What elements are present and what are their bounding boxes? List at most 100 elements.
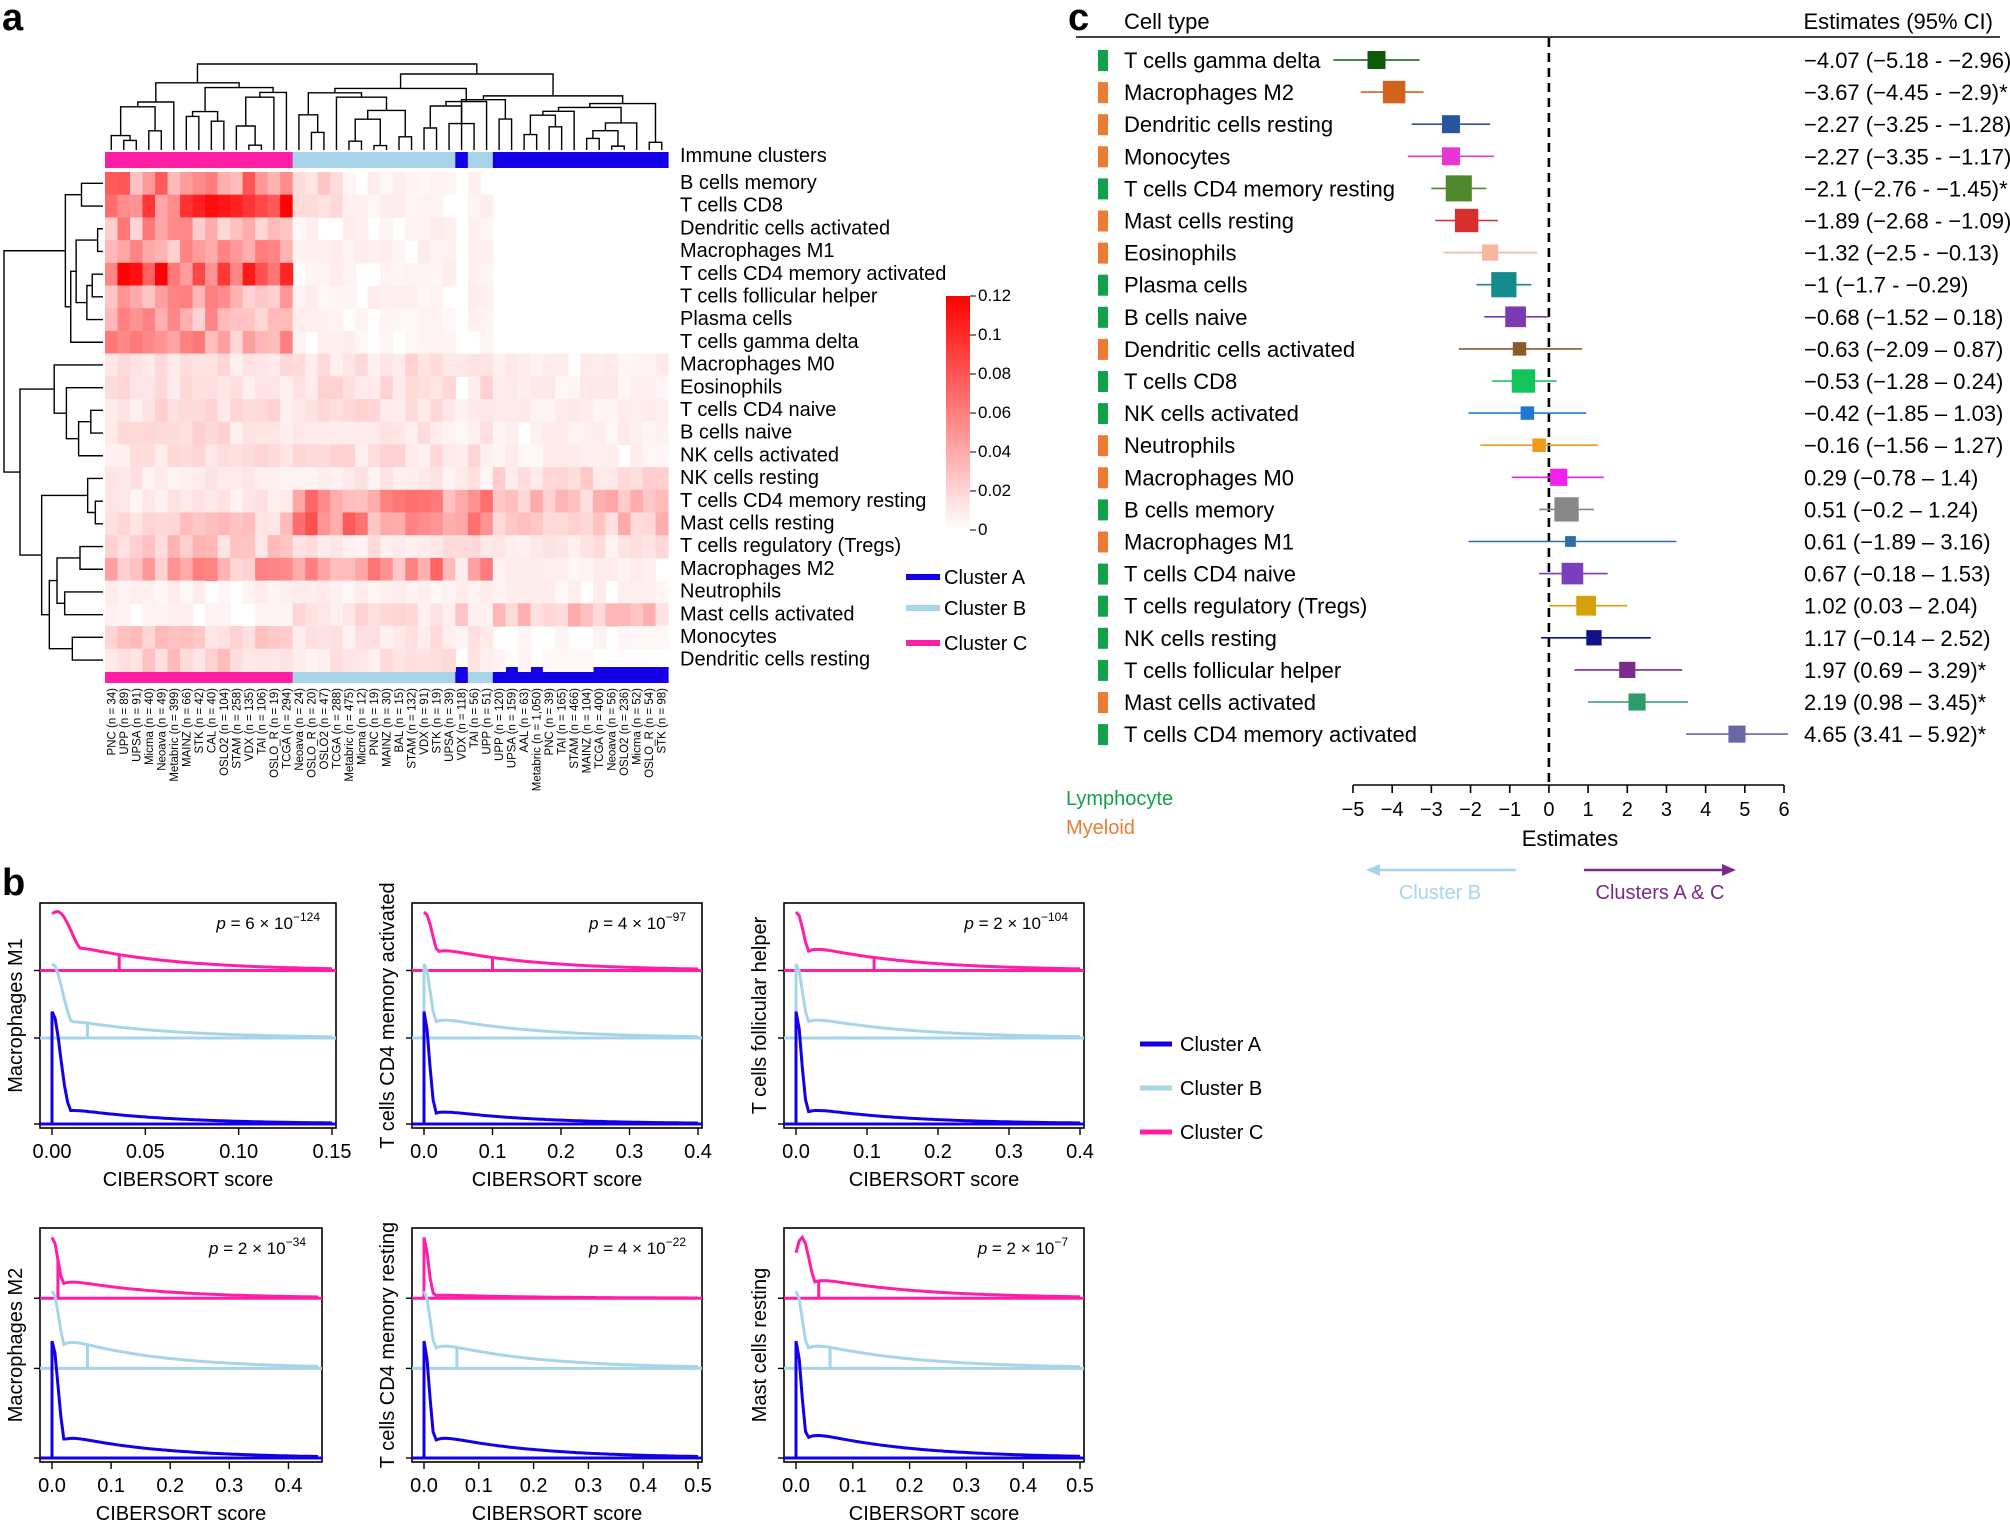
heatmap-cell xyxy=(355,376,369,400)
annotation-cell-top xyxy=(330,152,344,168)
forest-group-marker xyxy=(1098,210,1108,232)
annotation-cell-top xyxy=(555,152,569,168)
p-value-exponent: −7 xyxy=(1054,1235,1068,1249)
annotation-cell-top xyxy=(392,152,406,168)
cluster-legend-b: Cluster A Cluster B Cluster C xyxy=(1140,1034,1263,1144)
annotation-cell-top xyxy=(205,152,219,168)
column-dendrogram-branch xyxy=(648,141,663,150)
heatmap-cell xyxy=(130,444,144,468)
heatmap-cell xyxy=(167,580,181,604)
forest-xtick-label: 0 xyxy=(1543,799,1554,821)
heatmap-cell xyxy=(255,535,269,559)
heatmap-cell xyxy=(205,308,219,332)
heatmap-cell xyxy=(392,376,406,400)
heatmap-cell xyxy=(292,603,306,627)
heatmap-cell xyxy=(242,217,256,241)
heatmap-cell xyxy=(380,626,394,650)
heatmap-cell xyxy=(117,217,131,241)
heatmap-row-label: T cells CD4 memory activated xyxy=(680,263,946,285)
heatmap-cell xyxy=(205,376,219,400)
heatmap-cell xyxy=(205,217,219,241)
heatmap-cell xyxy=(417,557,431,582)
heatmap-cell xyxy=(567,580,582,604)
heatmap-cell xyxy=(367,557,381,582)
density-curve xyxy=(794,1011,1081,1125)
heatmap-cell xyxy=(217,376,231,400)
heatmap-cell xyxy=(467,648,481,672)
heatmap-cell xyxy=(455,626,469,650)
heatmap-cell xyxy=(442,262,456,287)
heatmap-cell xyxy=(205,603,219,627)
heatmap-cell xyxy=(555,648,569,672)
heatmap-cell xyxy=(417,512,431,536)
heatmap-cell xyxy=(530,489,544,514)
heatmap-cell xyxy=(317,603,331,627)
heatmap-cell xyxy=(405,580,419,604)
heatmap-cell xyxy=(130,240,144,264)
legend-b-label-cluster-b: Cluster B xyxy=(1180,1078,1262,1100)
arrow-label-clusters-ac: Clusters A & C xyxy=(1596,882,1725,904)
heatmap-cell xyxy=(467,489,481,514)
heatmap-cell xyxy=(255,512,269,536)
heatmap-column-label: OSLO_R (n = 20) xyxy=(306,688,318,778)
heatmap-cell xyxy=(180,172,194,196)
heatmap-cell xyxy=(242,240,256,264)
heatmap-cell xyxy=(205,512,219,536)
heatmap-cell xyxy=(217,603,231,627)
heatmap-cell xyxy=(192,421,206,445)
forest-xtick-label: −2 xyxy=(1459,799,1482,821)
heatmap-cell xyxy=(280,330,294,355)
heatmap-cell xyxy=(492,376,506,400)
heatmap-cell xyxy=(442,512,456,536)
forest-row-estimate: −0.53 (−1.28 – 0.24) xyxy=(1804,369,2003,394)
heatmap-cell xyxy=(592,421,607,445)
heatmap-cell xyxy=(230,330,244,355)
column-dendrogram-branch xyxy=(310,131,325,150)
column-dendrogram-branch xyxy=(429,105,463,128)
heatmap-cell xyxy=(430,421,444,445)
heatmap-column-label: STK (n = 19) xyxy=(432,688,444,754)
forest-row-label: NK cells activated xyxy=(1124,401,1299,426)
forest-row-estimate: 1.02 (0.03 – 2.04) xyxy=(1804,594,1978,619)
density-x-axis-label: CIBERSORT score xyxy=(103,1169,273,1191)
heatmap-column-label: TCGA (n = 294) xyxy=(281,688,293,769)
heatmap-cell xyxy=(617,626,632,650)
forest-point xyxy=(1512,342,1527,356)
heatmap-row-label: Macrophages M2 xyxy=(680,558,835,580)
density-curve xyxy=(50,1340,319,1458)
heatmap-cell xyxy=(467,557,481,582)
heatmap-cell xyxy=(555,489,569,514)
density-p-value: p = 6 × 10−124 xyxy=(215,910,320,933)
density-p-value: p = 2 × 10−7 xyxy=(977,1235,1069,1258)
heatmap-cell xyxy=(467,194,481,218)
heatmap-cell xyxy=(530,580,544,604)
heatmap-cell xyxy=(617,512,632,536)
heatmap-cell xyxy=(292,308,306,332)
annotation-cell-top xyxy=(455,152,469,168)
heatmap-cell xyxy=(617,535,632,559)
heatmap-cell xyxy=(442,240,456,264)
forest-point xyxy=(1550,468,1568,486)
heatmap-cell xyxy=(142,217,156,241)
color-scale-tick-label: 0.02 xyxy=(978,481,1011,500)
heatmap-cell xyxy=(392,512,406,536)
forest-point xyxy=(1511,369,1536,393)
heatmap-cell xyxy=(467,399,481,423)
heatmap-cell xyxy=(492,421,506,445)
forest-group-marker xyxy=(1098,50,1108,71)
forest-row-label: T cells gamma delta xyxy=(1124,48,1321,73)
heatmap-cell xyxy=(230,557,244,582)
heatmap-cell xyxy=(455,489,469,514)
heatmap-cell xyxy=(305,285,319,309)
heatmap-cell xyxy=(442,217,456,241)
heatmap-cell xyxy=(180,194,194,218)
heatmap-cell xyxy=(517,557,531,582)
heatmap-cell xyxy=(430,330,444,355)
heatmap-cell xyxy=(392,648,406,672)
heatmap-cell xyxy=(292,285,306,309)
row-dendrogram-branch xyxy=(19,388,55,556)
immune-clusters-label: Immune clusters xyxy=(680,145,827,167)
heatmap-cell xyxy=(480,308,494,332)
forest-header-estimates: Estimates (95% CI) xyxy=(1804,9,1994,34)
legend-swatch-cluster-c xyxy=(906,640,940,646)
